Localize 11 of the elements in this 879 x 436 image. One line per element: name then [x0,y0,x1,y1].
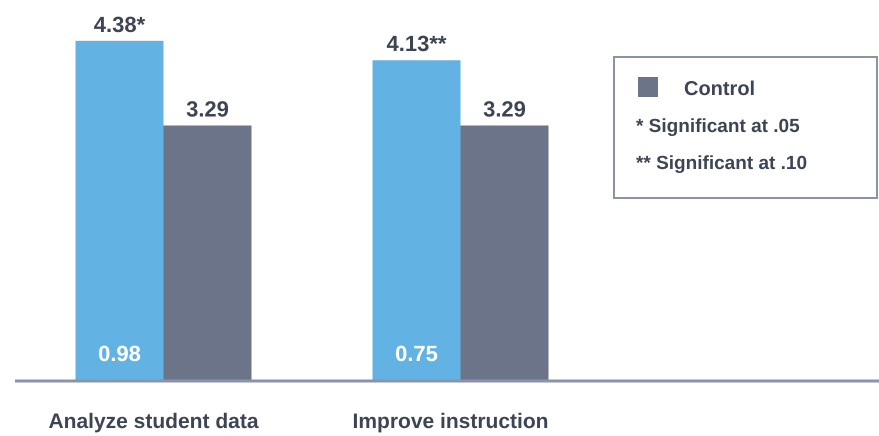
data-label: 4.13** [386,31,447,56]
x-tick-label: Improve instruction [352,410,549,433]
text: ** Significant at .10 [636,153,808,174]
data-label: 4.38* [94,12,146,37]
legend-label: Control [684,78,756,100]
data-label: 3.29 [483,96,526,122]
x-tick-label: Analyze student data [48,410,259,433]
text: * Significant at .05 [636,116,800,137]
annotation: 0.98 [98,341,141,366]
annotation: 0.75 [395,341,438,366]
data-label: 3.29 [186,96,229,122]
